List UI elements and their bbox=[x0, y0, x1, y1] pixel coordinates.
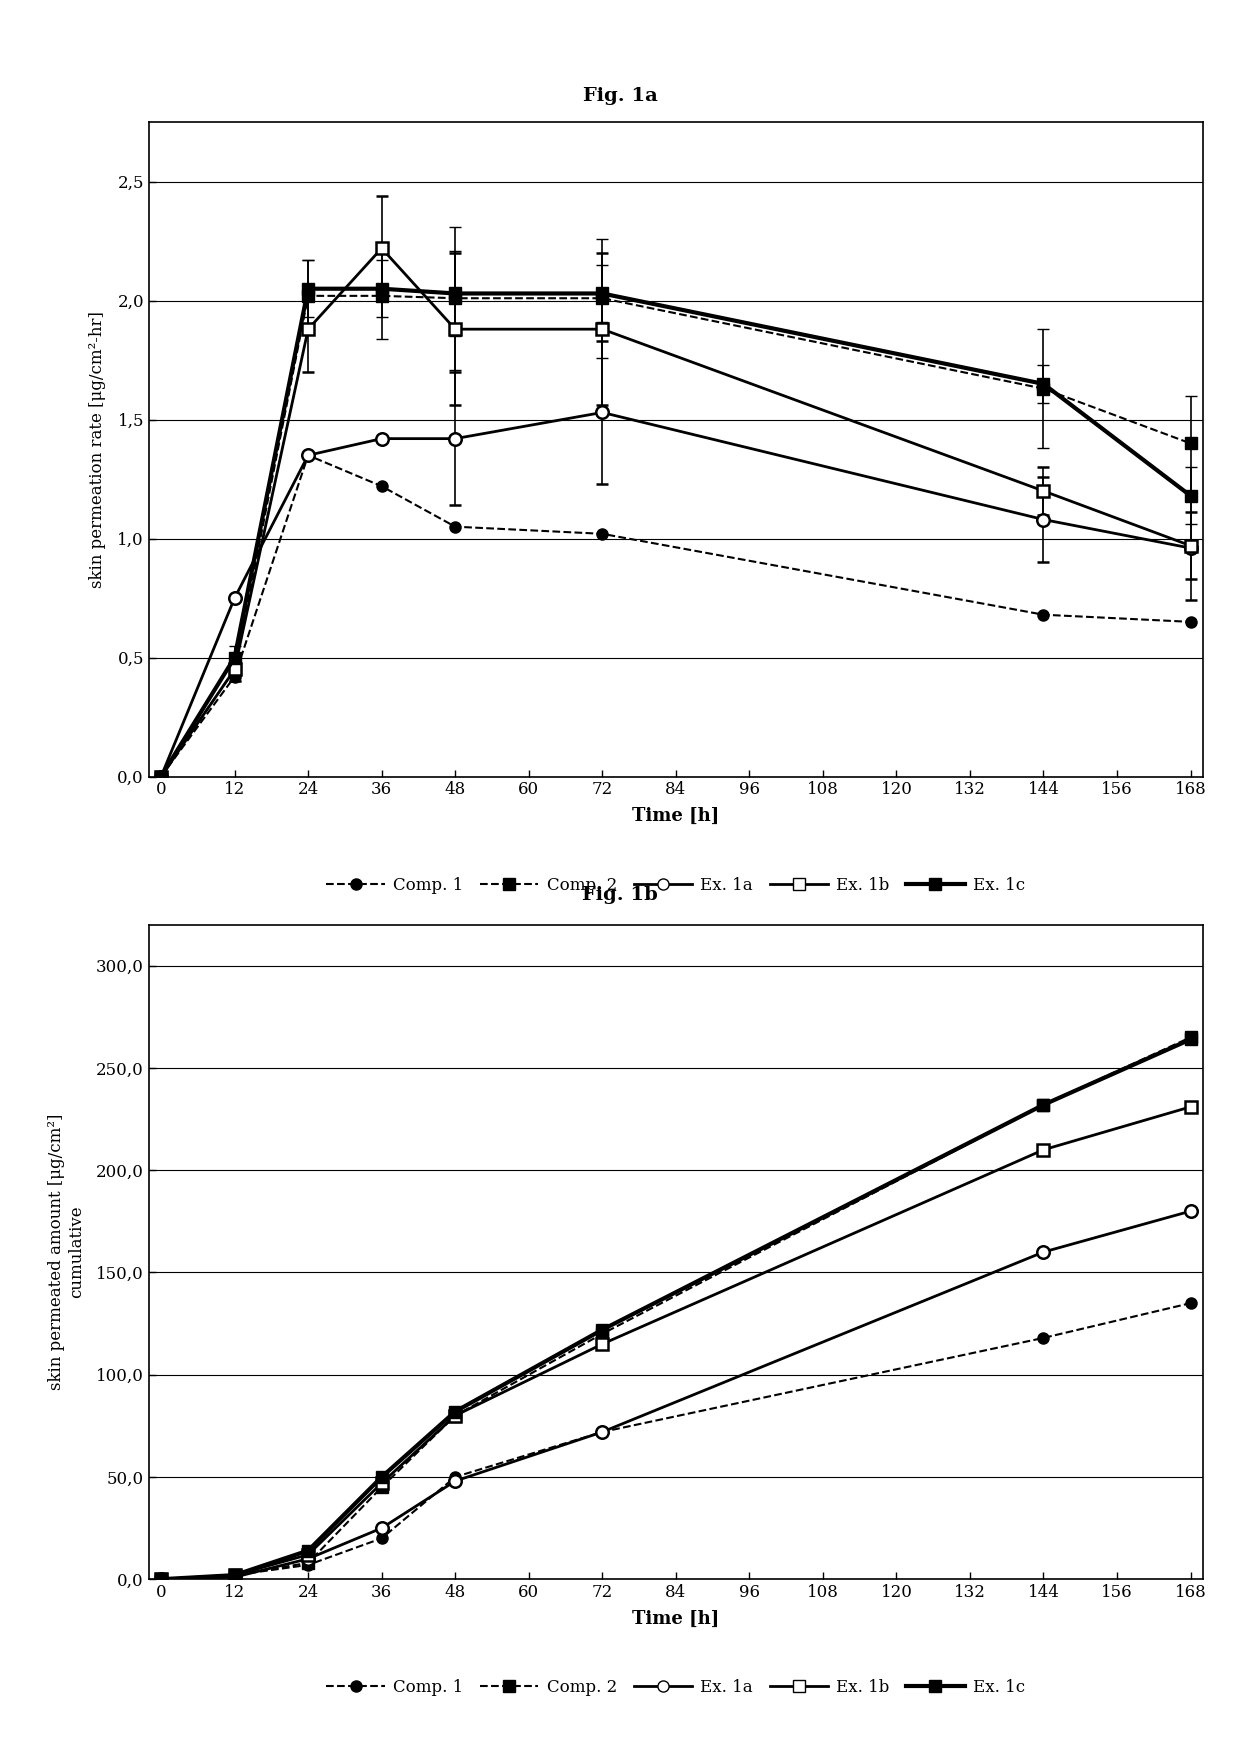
Legend: Comp. 1, Comp. 2, Ex. 1a, Ex. 1b, Ex. 1c: Comp. 1, Comp. 2, Ex. 1a, Ex. 1b, Ex. 1c bbox=[320, 1673, 1032, 1703]
Text: Fig. 1a: Fig. 1a bbox=[583, 87, 657, 105]
X-axis label: Time [h]: Time [h] bbox=[632, 1609, 719, 1628]
Text: Fig. 1b: Fig. 1b bbox=[582, 886, 658, 904]
X-axis label: Time [h]: Time [h] bbox=[632, 806, 719, 825]
Y-axis label: skin permeated amount [μg/cm²]
cumulative: skin permeated amount [μg/cm²] cumulativ… bbox=[48, 1113, 86, 1391]
Y-axis label: skin permeation rate [μg/cm²-hr]: skin permeation rate [μg/cm²-hr] bbox=[89, 311, 107, 588]
Legend: Comp. 1, Comp. 2, Ex. 1a, Ex. 1b, Ex. 1c: Comp. 1, Comp. 2, Ex. 1a, Ex. 1b, Ex. 1c bbox=[320, 871, 1032, 900]
